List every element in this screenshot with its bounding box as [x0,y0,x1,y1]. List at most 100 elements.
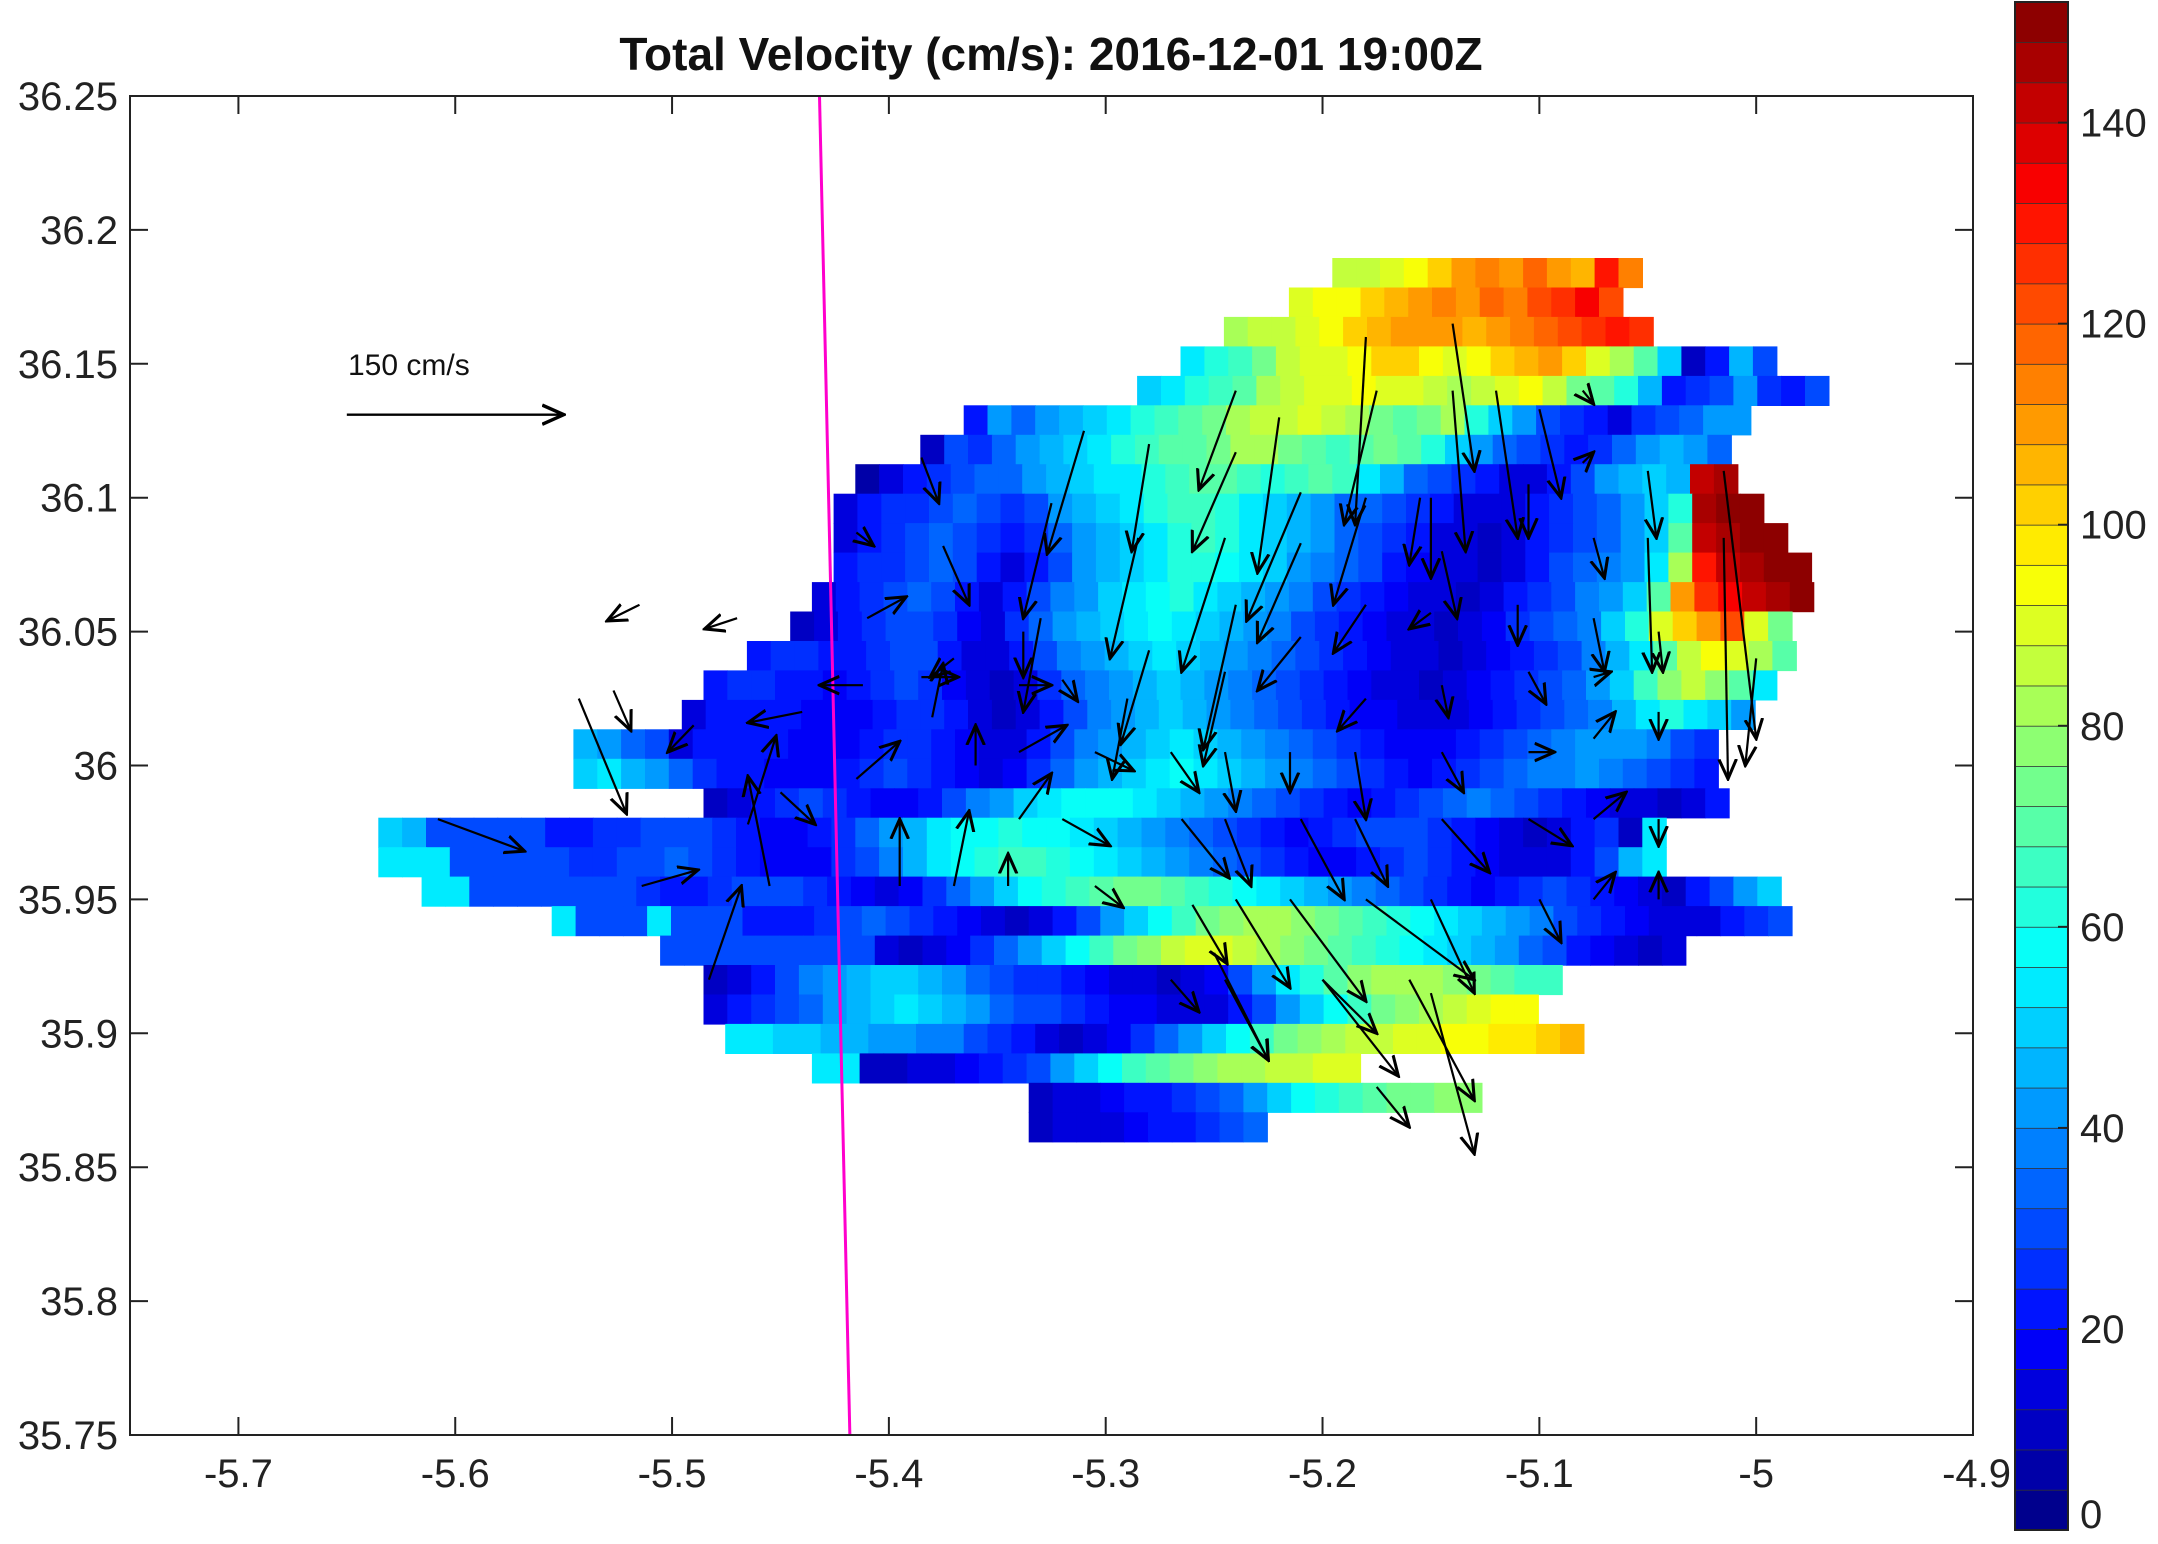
heat-cell [1323,965,1349,996]
heat-cell [1124,611,1149,642]
velocity-arrow [641,870,698,888]
velocity-arrow [1203,671,1227,766]
heat-cell [1180,788,1205,819]
heat-cell [753,699,778,730]
heat-cell [1154,405,1179,436]
heat-cell [1549,523,1574,554]
heat-cell [1124,906,1149,937]
heat-cell [1384,758,1409,789]
heat-cell [1265,1053,1290,1084]
heat-cell [1158,699,1184,730]
colorbar-tick-label: 60 [2080,906,2125,950]
heat-cell [1638,375,1663,406]
heat-cell [1117,847,1143,878]
heat-cell [1195,1082,1221,1113]
heat-cell [1768,906,1793,937]
heat-cell [1002,582,1028,613]
heat-cell [623,906,648,937]
heat-cell [1466,670,1492,701]
heat-cell [1243,1082,1268,1113]
heat-cell [1599,758,1624,789]
heat-cell [1466,788,1492,819]
velocity-arrow [1094,885,1123,907]
heat-cell [807,847,833,878]
heat-cell [1236,464,1262,495]
heat-cell [1516,699,1542,730]
heat-cell [1169,729,1195,760]
heat-cell [1605,316,1630,347]
velocity-arrow [1355,751,1366,819]
heat-cell [1345,1023,1370,1054]
heat-cell [1328,935,1353,966]
heat-cell [749,1023,774,1054]
heat-cell [1729,346,1754,377]
heat-cell [989,965,1015,996]
heat-cell [1297,405,1323,436]
velocity-arrow [1344,390,1378,525]
y-tick-label: 36.15 [18,343,118,387]
heat-cell [1226,405,1251,436]
heat-cell [1145,729,1171,760]
heat-cell [1026,729,1052,760]
heat-cell [1464,1023,1489,1054]
heat-cell [1256,375,1281,406]
heat-cell [1082,1023,1108,1054]
colorbar-bin [2014,122,2069,164]
heat-cell [1161,935,1186,966]
heat-cell [1319,316,1344,347]
heat-cell [1393,1023,1418,1054]
heat-cell [1336,729,1362,760]
heat-cell [1336,582,1362,613]
heat-cell [1501,552,1526,583]
colorbar-bin [2014,403,2069,446]
heat-cell [903,847,928,878]
heat-cell [801,699,826,730]
heat-cell [1334,523,1359,554]
heat-cell [1581,316,1607,347]
heat-cell [1510,316,1535,347]
heat-cell [1694,758,1719,789]
heat-cell [1275,346,1301,377]
heat-cell [1132,788,1158,819]
heat-cell [1562,346,1587,377]
heat-cell [850,876,876,907]
reference-arrow-label: 150 cm/s [348,349,470,382]
heat-cell [803,935,828,966]
boundary-line-segment [817,96,852,1435]
heat-cell [616,817,642,848]
heat-cell [931,729,956,760]
heat-cell [965,994,991,1025]
colorbar-tick-label: 0 [2080,1493,2102,1537]
heat-cell [850,935,876,966]
heat-cell [1557,641,1583,672]
heat-cell [725,1023,750,1054]
heat-cell [1716,523,1741,554]
heat-cell [1356,464,1381,495]
x-tick-label: -4.9 [1942,1452,2011,1496]
heat-cell [1284,464,1310,495]
heat-cell [1288,758,1314,789]
heat-cell [1670,582,1695,613]
heat-cell [1217,729,1242,760]
heat-cell [1035,1023,1060,1054]
heat-cell [1022,847,1047,878]
heat-cell [1052,906,1078,937]
heat-cell [1462,316,1487,347]
heat-cell [1670,758,1695,789]
heat-cell [968,699,993,730]
velocity-arrow [1182,537,1227,672]
velocity-arrow [1527,818,1572,846]
heat-cell [937,641,963,672]
heat-cell [1787,552,1813,583]
heat-cell [540,876,566,907]
heat-cell [1037,965,1062,996]
velocity-arrow [1494,390,1518,538]
heat-cell [1390,641,1416,672]
heat-cell [905,523,930,554]
heat-cell [890,641,915,672]
velocity-arrow [1583,391,1594,404]
heat-cell [1117,817,1143,848]
heat-cell [1423,375,1448,406]
heat-cell [1527,287,1552,318]
heat-cell [1130,1023,1156,1054]
